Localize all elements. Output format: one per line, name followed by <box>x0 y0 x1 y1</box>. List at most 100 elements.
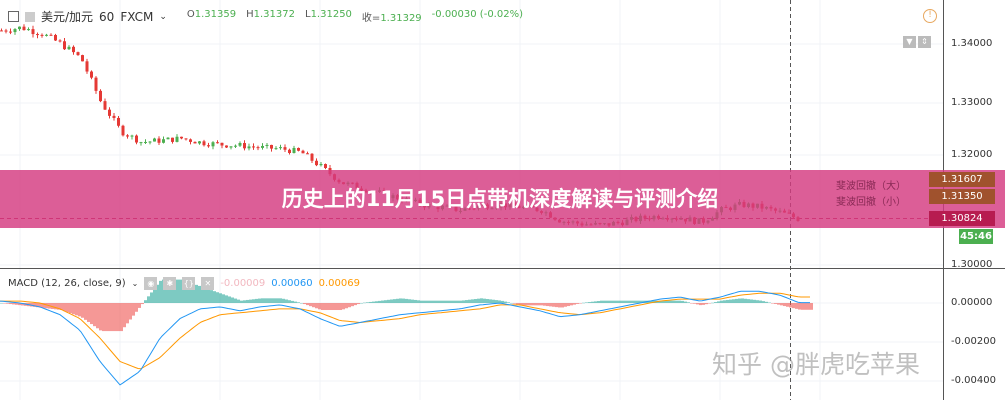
chevron-down-icon[interactable]: ⌄ <box>159 11 167 22</box>
macd-histogram-bar <box>519 303 522 306</box>
macd-histogram-bar <box>63 303 66 312</box>
macd-histogram-bar <box>447 300 450 303</box>
macd-histogram-bar <box>648 300 651 303</box>
macd-histogram-bar <box>498 300 501 303</box>
price-tick: 1.33000 <box>951 97 993 108</box>
macd-histogram-bar <box>810 303 813 310</box>
macd-histogram-bar <box>804 303 807 310</box>
macd-histogram-bar <box>558 303 561 308</box>
candle <box>126 134 129 139</box>
fib-large-label: 斐波回撤（大） <box>836 181 906 192</box>
interval[interactable]: 60 <box>99 9 115 24</box>
macd-histogram-bar <box>18 303 21 306</box>
macd-histogram-bar <box>324 303 327 311</box>
close-icon[interactable]: ✕ <box>201 277 215 290</box>
macd-histogram-bar <box>195 284 198 303</box>
macd-histogram-bar <box>339 303 342 311</box>
macd-histogram-bar <box>405 298 408 303</box>
candle-body <box>166 137 170 140</box>
exchange[interactable]: FXCM <box>120 9 154 24</box>
macd-histogram-bar <box>237 299 240 303</box>
macd-histogram-bar <box>342 303 345 310</box>
macd-histogram-bar <box>399 298 402 303</box>
macd-histogram-bar <box>0 303 3 304</box>
macd-histogram-bar <box>309 303 312 307</box>
macd-histogram-bar <box>357 303 360 305</box>
macd-histogram-bar <box>327 303 330 311</box>
change-value: -0.00030 (-0.02%) <box>431 9 523 20</box>
candle-body <box>76 52 80 56</box>
macd-histogram-bar <box>192 283 195 303</box>
macd-histogram-bar <box>159 280 162 303</box>
macd-histogram-bar <box>75 303 78 316</box>
macd-histogram-bar <box>114 303 117 332</box>
candle-body <box>40 34 44 36</box>
candle <box>72 45 75 55</box>
macd-histogram-bar <box>420 300 423 303</box>
macd-histogram-bar <box>666 300 669 303</box>
candle <box>0 28 3 32</box>
candle-body <box>162 139 165 143</box>
candle-body <box>157 138 161 143</box>
candle-body <box>189 139 192 142</box>
macd-histogram-bar <box>117 303 120 332</box>
macd-histogram-bar <box>372 301 375 303</box>
candle-body <box>256 147 260 149</box>
macd-histogram-bar <box>96 303 99 329</box>
macd-histogram-bar <box>132 303 135 316</box>
macd-histogram-bar <box>681 300 684 303</box>
macd-histogram-bar <box>174 279 177 303</box>
macd-histogram-bar <box>171 279 174 303</box>
symbol-name[interactable]: 美元/加元 <box>41 10 94 24</box>
chevron-down-icon[interactable]: ⌄ <box>131 279 139 288</box>
candle <box>243 140 246 151</box>
macd-line <box>0 290 810 386</box>
macd-histogram-bar <box>87 303 90 322</box>
candle <box>13 28 17 35</box>
macd-histogram-bar <box>672 300 675 303</box>
macd-label[interactable]: MACD (12, 26, close, 9) <box>8 278 126 289</box>
macd-histogram-bar <box>684 301 687 303</box>
candle <box>76 51 80 56</box>
macd-tick: 0.00000 <box>951 297 993 308</box>
source-code-icon[interactable]: {} <box>182 277 196 290</box>
macd-histogram-bar <box>474 299 477 303</box>
macd-histogram-bar <box>732 299 735 303</box>
price-tick: 1.30000 <box>951 259 993 270</box>
macd-histogram-bar <box>189 282 192 303</box>
macd-histogram-bar <box>288 300 291 303</box>
macd-histogram-bar <box>225 295 228 303</box>
candle-body <box>198 141 201 144</box>
warning-icon[interactable]: ! <box>923 9 937 23</box>
eye-icon[interactable]: ◉ <box>144 277 158 290</box>
candle-body <box>229 146 233 148</box>
macd-histogram-bar <box>561 303 564 308</box>
candle <box>85 58 89 74</box>
macd-histogram-bar <box>306 303 309 306</box>
macd-histogram-bar <box>219 293 222 303</box>
close-label: 收= <box>361 13 381 24</box>
macd-histogram-bar <box>783 303 786 307</box>
macd-histogram-bar <box>726 299 729 303</box>
macd-histogram-bar <box>261 298 264 303</box>
macd-histogram-bar <box>6 303 9 304</box>
candle-body <box>261 145 264 148</box>
candle-body <box>288 149 291 154</box>
candle-body <box>252 146 255 148</box>
macd-histogram-bar <box>390 299 393 303</box>
candle <box>225 145 228 149</box>
macd-histogram-bar <box>267 298 270 303</box>
macd-histogram-bar <box>108 303 111 332</box>
macd-histogram-bar <box>162 279 165 303</box>
gear-icon[interactable]: ✱ <box>163 277 177 290</box>
candle <box>265 142 269 149</box>
candle-body <box>18 26 21 30</box>
macd-histogram-bar <box>771 303 774 304</box>
scale-toggle-icon[interactable]: ⇕ <box>918 36 931 48</box>
collapse-icon[interactable] <box>8 11 19 22</box>
candle-body <box>13 29 17 33</box>
macd-histogram-bar <box>402 298 405 303</box>
macd-histogram-bar <box>243 300 246 303</box>
scroll-down-icon[interactable]: ▼ <box>903 36 916 48</box>
macd-histogram-bar <box>552 303 555 307</box>
